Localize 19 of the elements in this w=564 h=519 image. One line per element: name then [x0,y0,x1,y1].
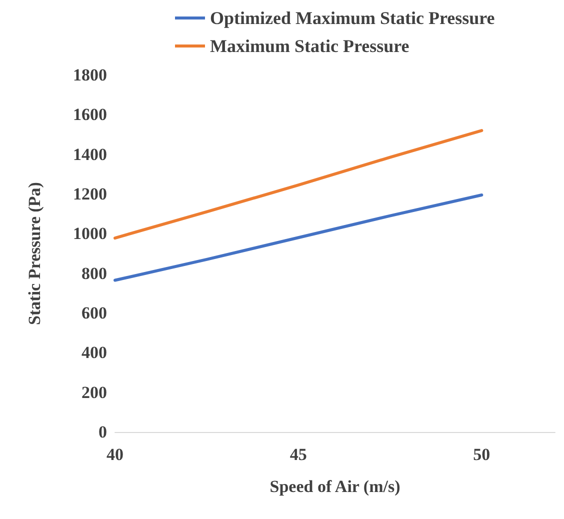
legend-label: Maximum Static Pressure [210,36,410,56]
y-tick-label: 1400 [73,144,107,164]
line-series [114,193,484,282]
y-tick-label: 1200 [73,184,107,204]
x-tick-label: 45 [290,445,307,464]
y-tick-label: 600 [82,304,107,322]
x-tick-label: 50 [473,445,490,464]
legend-label: Optimized Maximum Static Pressure [210,8,495,28]
y-axis-title: Static Pressure (Pa) [25,182,44,325]
x-tick-label: 40 [106,445,124,464]
x-axis-title: Speed of Air (m/s) [270,477,400,496]
y-tick-label: 1000 [73,224,107,244]
y-tick-label: 200 [82,382,107,402]
y-tick-label: 1800 [73,66,107,84]
y-tick-label: 0 [98,422,107,442]
y-tick-label: 800 [82,264,107,283]
y-tick-label: 400 [82,343,107,362]
y-tick-label: 1600 [73,105,107,124]
line-series [114,129,484,240]
